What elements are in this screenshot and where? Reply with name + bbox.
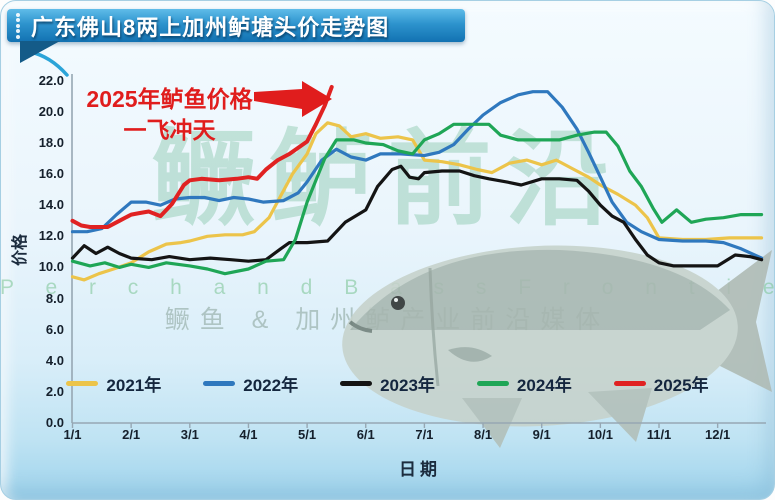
x-tick-label: 8/1 — [474, 427, 493, 442]
legend-swatch-icon — [340, 381, 373, 386]
annotation-line1: 2025年鲈鱼价格 — [86, 86, 253, 112]
y-tick-label: 14.0 — [38, 197, 64, 213]
y-tick-label: 10.0 — [38, 259, 64, 275]
y-tick-label: 20.0 — [38, 103, 64, 119]
y-tick-label: 4.0 — [45, 352, 64, 368]
series-lines — [70, 85, 764, 282]
title-banner: 广东佛山8两上加州鲈塘头价走势图 — [7, 9, 465, 42]
y-tick-label: 22.0 — [38, 72, 64, 88]
legend-item-2023年: 2023年 — [340, 371, 435, 396]
banner-dots-icon — [11, 11, 25, 41]
series-line-2022年 — [70, 90, 764, 260]
y-tick-label: 0.0 — [45, 415, 64, 430]
x-tick-label: 1/1 — [63, 427, 82, 442]
x-tick-label: 7/1 — [415, 427, 434, 442]
legend-label: 2024年 — [516, 376, 572, 395]
series-line-2024年 — [70, 122, 764, 276]
y-tick-label: 2.0 — [45, 383, 64, 399]
y-tick-label: 16.0 — [38, 166, 64, 182]
legend-item-2022年: 2022年 — [203, 371, 298, 396]
legend-item-2025年: 2025年 — [613, 371, 709, 396]
legend-item-2021年: 2021年 — [66, 371, 161, 396]
legend-label: 2022年 — [243, 376, 299, 395]
x-tick-label: 10/1 — [587, 427, 613, 442]
series-line-2023年 — [70, 164, 764, 268]
annotation-callout: 2025年鲈鱼价格 一飞冲天 — [72, 84, 267, 146]
chart-legend: 2021年 2022年 2023年 2024年 2025年 — [0, 371, 775, 396]
x-tick-label: 4/1 — [239, 427, 258, 442]
x-tick-label: 12/1 — [704, 427, 731, 442]
legend-swatch-icon — [613, 381, 646, 386]
y-tick-label: 12.0 — [38, 228, 64, 244]
x-axis-title: 日期 — [399, 460, 441, 479]
series-line-2025年 — [70, 85, 334, 229]
legend-swatch-icon — [203, 381, 236, 386]
y-tick-label: 6.0 — [45, 321, 64, 337]
x-tick-label: 3/1 — [180, 427, 199, 442]
annotation-arrow-icon — [254, 81, 332, 117]
page-title: 广东佛山8两上加州鲈塘头价走势图 — [31, 14, 390, 40]
legend-swatch-icon — [66, 381, 99, 386]
y-tick-label: 18.0 — [38, 135, 64, 150]
legend-item-2024年: 2024年 — [476, 371, 572, 396]
legend-swatch-icon — [476, 381, 509, 386]
fish-image — [342, 245, 772, 448]
axes — [71, 74, 766, 428]
banner-ribbon-fold — [20, 41, 60, 63]
annotation-line2: 一飞冲天 — [123, 117, 216, 144]
y-tick-label: 8.0 — [45, 290, 64, 306]
legend-label: 2021年 — [106, 376, 162, 395]
legend-label: 2025年 — [653, 376, 709, 395]
x-tick-label: 11/1 — [646, 427, 672, 442]
x-tick-label: 5/1 — [298, 427, 317, 442]
legend-label: 2023年 — [380, 376, 435, 395]
x-tick-label: 2/1 — [122, 427, 141, 442]
series-line-2021年 — [70, 121, 764, 282]
x-tick-label: 6/1 — [356, 427, 375, 442]
x-tick-label: 9/1 — [532, 427, 551, 442]
